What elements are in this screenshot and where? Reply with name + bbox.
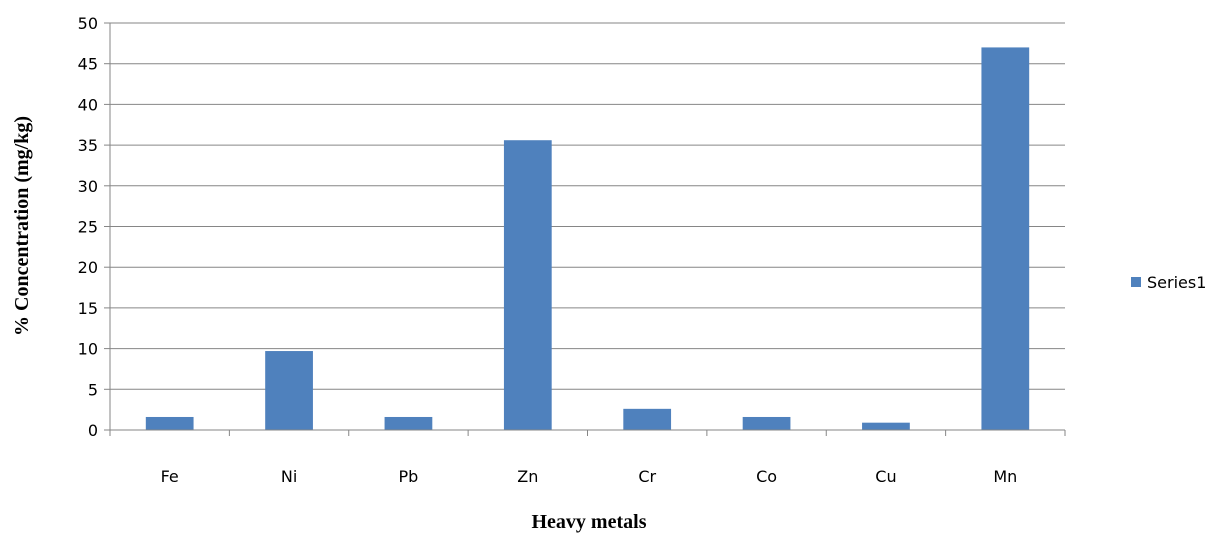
y-tick-label: 45 (78, 55, 98, 74)
bar (623, 408, 672, 430)
y-tick-label: 20 (78, 258, 98, 277)
y-tick-label: 15 (78, 299, 98, 318)
y-tick-label: 5 (88, 380, 98, 399)
x-tick-label: Cr (638, 467, 656, 486)
legend: Series1 (1131, 273, 1206, 292)
x-tick-label: Ni (281, 467, 297, 486)
y-tick-label: 25 (78, 218, 98, 237)
bar (265, 351, 313, 430)
bar (742, 416, 791, 430)
legend-label: Series1 (1147, 273, 1206, 292)
x-tick-label: Mn (993, 467, 1017, 486)
bars (145, 47, 1030, 431)
y-tick-label: 40 (78, 95, 98, 114)
y-tick-label: 10 (78, 340, 98, 359)
gridlines (110, 22, 1065, 390)
axes (104, 22, 1066, 436)
bar (145, 416, 194, 430)
x-tick-label: Zn (517, 467, 538, 486)
bar (503, 140, 552, 430)
x-axis-title: Heavy metals (532, 511, 647, 533)
bar (384, 416, 433, 430)
y-tick-label: 30 (78, 177, 98, 196)
x-tick-label: Fe (161, 467, 179, 486)
tick-labels: 0 5 10 15 20 25 30 35 40 45 50 Fe Ni Pb Zn Cr Co Cu Mn (78, 14, 1018, 486)
y-axis-title: % Concentration (mg/kg) (11, 116, 33, 336)
bar (981, 47, 1030, 431)
legend-swatch (1131, 277, 1141, 287)
y-tick-label: 0 (88, 421, 98, 440)
x-tick-label: Pb (399, 467, 419, 486)
x-tick-label: Cu (875, 467, 896, 486)
y-tick-label: 50 (78, 14, 98, 33)
bar (862, 422, 910, 430)
x-tick-label: Co (756, 467, 777, 486)
y-tick-label: 35 (78, 136, 98, 155)
